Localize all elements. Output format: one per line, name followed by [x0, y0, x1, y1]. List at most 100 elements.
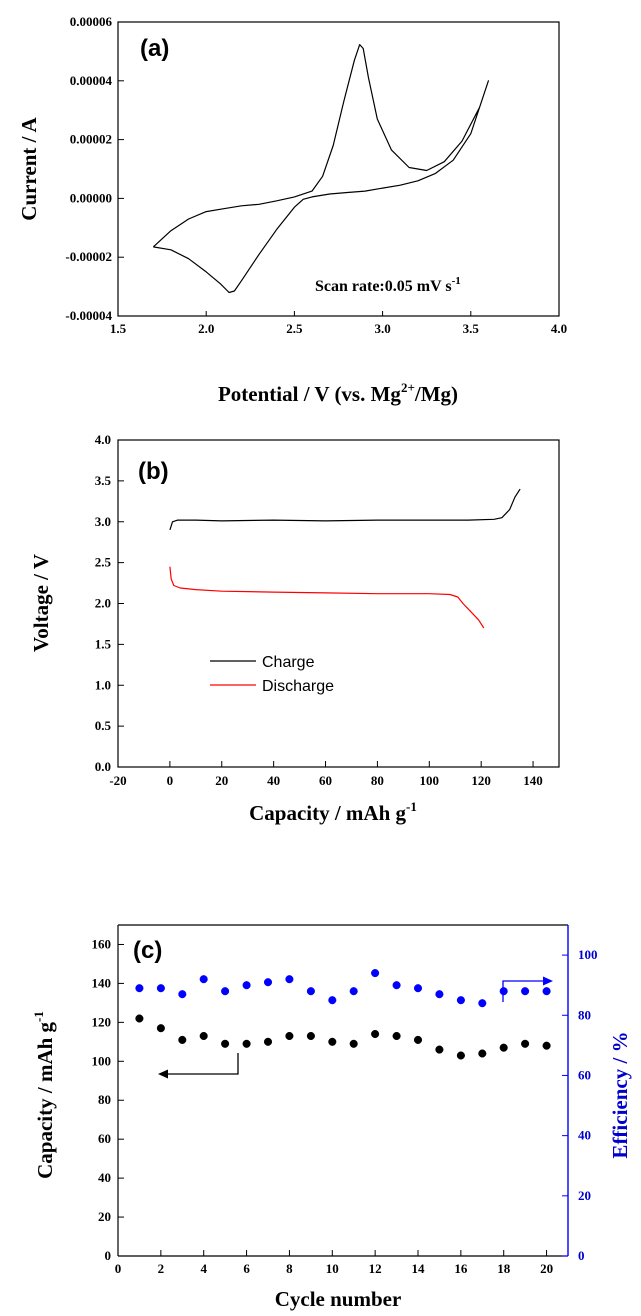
- capacity-point: [456, 1051, 465, 1060]
- panel-a-ytick-label: 0.00004: [70, 73, 113, 88]
- panel-a-ytick-label: -0.00002: [65, 249, 112, 264]
- panel-c-ytick-label: 80: [98, 1092, 111, 1107]
- panel-b-ticks: -20 0 20 40 60 80 100 120 140 0.0 0.5 1.0 1.5 2.0 2.5 3…: [95, 432, 543, 788]
- panel-a-xtick-label: 4.0: [551, 321, 567, 336]
- panel-a-ylabel: Current / A: [17, 116, 41, 220]
- panel-a-ytick-label: 0.00002: [70, 132, 112, 147]
- panel-a-xtick-label: 2.5: [286, 321, 303, 336]
- efficiency-point: [135, 984, 144, 993]
- efficiency-point: [371, 969, 380, 978]
- panel-c-xtick-label: 14: [412, 1261, 426, 1276]
- panel-b-ytick-label: 3.5: [95, 473, 112, 488]
- efficiency-point: [242, 981, 251, 990]
- panel-a-xtick-label: 1.5: [110, 321, 127, 336]
- panel-c-xlabel: Cycle number: [275, 1287, 402, 1311]
- panel-c-ytick-right-label: 40: [578, 1128, 591, 1143]
- efficiency-point: [499, 987, 508, 996]
- panel-b-xlabel-sup: -1: [406, 799, 417, 814]
- capacity-point: [135, 1014, 144, 1023]
- panel-a-series: [152, 43, 489, 294]
- panel-a: 1.5 2.0 2.5 3.0 3.5 4.0 -0.00004 -0.00002 0.0000…: [17, 14, 567, 406]
- panel-b-xtick-label: 60: [319, 773, 332, 788]
- panel-c-xtick-label: 10: [326, 1261, 339, 1276]
- panel-c-label: (c): [133, 937, 162, 964]
- efficiency-point: [413, 984, 423, 993]
- panel-b-ytick-label: 2.5: [95, 555, 112, 570]
- panel-b-xtick-label: 100: [420, 773, 440, 788]
- capacity-point: [156, 1024, 165, 1033]
- efficiency-point: [263, 978, 273, 987]
- panel-c-xtick-label: 6: [243, 1261, 250, 1276]
- panel-c-ytick-label: 120: [92, 1014, 112, 1029]
- panel-a-label: (a): [140, 35, 169, 62]
- legend-label-charge: Charge: [262, 654, 315, 671]
- panel-b-frame: [117, 439, 560, 768]
- capacity-point: [242, 1039, 251, 1048]
- panel-c-xtick-label: 16: [454, 1261, 468, 1276]
- capacity-point: [542, 1041, 551, 1050]
- panel-c-ytick-right-label: 0: [578, 1248, 585, 1263]
- panel-a-ytick-label: -0.00004: [65, 308, 112, 323]
- capacity-point: [521, 1039, 530, 1048]
- panel-c-ytick-right-label: 60: [578, 1067, 591, 1082]
- capacity-point: [349, 1039, 358, 1048]
- panel-b: -20 0 20 40 60 80 100 120 140 0.0 0.5 1.0 1.5 2.0 2.5 3…: [29, 432, 560, 825]
- panel-c-ytick-label: 100: [92, 1053, 112, 1068]
- efficiency-point: [542, 987, 551, 996]
- panel-a-frame: [117, 21, 560, 317]
- capacity-point: [328, 1037, 337, 1046]
- efficiency-point: [285, 975, 294, 984]
- capacity-point: [435, 1045, 444, 1054]
- efficiency-point: [199, 975, 208, 984]
- efficiency-point: [221, 987, 230, 996]
- legend-label-discharge: Discharge: [262, 678, 334, 695]
- panel-a-annotation: Scan rate:0.05 mV s-1: [315, 275, 461, 295]
- panel-c-xtick-label: 18: [497, 1261, 511, 1276]
- panel-c-series: [135, 969, 551, 1060]
- efficiency-point: [435, 990, 444, 999]
- panel-b-ytick-label: 0.5: [95, 718, 112, 733]
- panel-c-ytick-label: 140: [92, 975, 112, 990]
- efficiency-point: [478, 999, 487, 1008]
- cv-curve: [152, 43, 489, 294]
- panel-b-ytick-label: 2.0: [95, 596, 111, 611]
- panel-a-ytick-label: 0.00006: [70, 14, 113, 29]
- panel-b-xtick-label: 80: [371, 773, 384, 788]
- efficiency-point: [392, 981, 401, 990]
- panel-a-xtick-label: 3.0: [374, 321, 390, 336]
- panel-c-xtick-label: 8: [286, 1261, 293, 1276]
- efficiency-point: [328, 996, 337, 1005]
- efficiency-point: [456, 996, 465, 1005]
- panel-b-ylabel: Voltage / V: [29, 554, 53, 652]
- efficiency-point: [178, 990, 187, 999]
- panel-b-label: (b): [138, 458, 169, 485]
- panel-c-ytick-label: 0: [105, 1248, 112, 1263]
- panel-c-xtick-label: 20: [540, 1261, 553, 1276]
- panel-c-ytick-label: 40: [98, 1170, 111, 1185]
- panel-c-ylabel-right: Efficiency / %: [608, 1031, 632, 1158]
- capacity-point: [263, 1037, 273, 1046]
- panel-b-ytick-label: 1.0: [95, 677, 111, 692]
- panel-b-xtick-label: 120: [471, 773, 491, 788]
- panel-c-ytick-right-label: 80: [578, 1007, 591, 1022]
- panel-c-xtick-label: 2: [158, 1261, 165, 1276]
- panel-a-xtick-label: 2.0: [198, 321, 214, 336]
- capacity-point: [306, 1031, 315, 1041]
- panel-b-ytick-label: 3.0: [95, 514, 111, 529]
- efficiency-point: [349, 987, 358, 996]
- panel-b-xtick-label: 0: [167, 773, 174, 788]
- panel-c-ytick-label: 60: [98, 1131, 111, 1146]
- charge-curve: [169, 488, 521, 531]
- efficiency-axis-arrow: [502, 976, 553, 1002]
- capacity-point: [478, 1049, 487, 1058]
- panel-c-xtick-label: 4: [200, 1261, 207, 1276]
- panel-b-ytick-label: 1.5: [95, 636, 112, 651]
- capacity-point: [199, 1031, 208, 1041]
- discharge-curve: [169, 566, 485, 629]
- panel-c-xtick-label: 12: [369, 1261, 382, 1276]
- panel-c-xtick-label: 0: [115, 1261, 122, 1276]
- panel-a-xlabel-sup: 2+: [401, 380, 415, 395]
- capacity-point: [221, 1039, 230, 1048]
- panel-b-xtick-label: 20: [215, 773, 228, 788]
